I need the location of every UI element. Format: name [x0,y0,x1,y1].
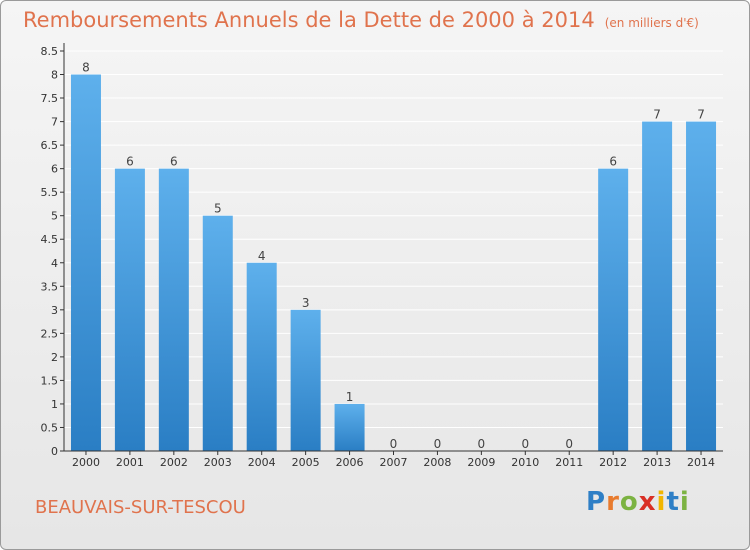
bar-2004 [246,262,277,451]
x-tick-label: 2001 [116,456,144,469]
x-tick-label: 2012 [599,456,627,469]
data-label-2000: 8 [82,61,90,75]
x-tick-label: 2011 [555,456,583,469]
y-tick-labels: 0 0.5 1 1.5 2 2.5 3 3.5 4 4.5 5 5.5 6 6.5 7 7.5 8 8.5 [41,45,59,458]
bars [70,74,717,452]
x-tick-label: 2014 [687,456,715,469]
logo-letter: t [666,487,680,517]
proxiti-logo: Proxiti [586,487,690,517]
bar-2012 [598,168,629,451]
logo-letter: i [656,487,667,517]
title-text: Remboursements Annuels de la Dette de 20… [23,8,595,32]
x-tick-label: 2004 [248,456,276,469]
x-tick-label: 2007 [380,456,408,469]
data-label-2003: 5 [214,202,222,216]
y-tick-label: 2 [51,351,58,364]
logo-letter: x [638,487,657,517]
y-tick-label: 5.5 [41,186,59,199]
unit-note: (en milliers d'€) [604,16,699,30]
data-label-2014: 7 [697,108,705,122]
data-label-2004: 4 [258,249,266,263]
y-tick-label: 4.5 [41,233,59,246]
logo-letter: o [619,487,639,517]
data-label-2010: 0 [521,437,529,451]
y-tick-label: 4 [51,257,58,270]
x-tick-label: 2008 [423,456,451,469]
x-tick-label: 2009 [467,456,495,469]
y-tick-label: 5 [51,210,58,223]
bar-2000 [70,74,101,451]
x-tick-label: 2006 [336,456,364,469]
data-label-2009: 0 [478,437,486,451]
y-tick-label: 3 [51,304,58,317]
logo-letter: r [606,487,620,517]
data-label-2001: 6 [126,155,134,169]
y-tick-label: 0 [51,445,58,458]
data-label-2008: 0 [434,437,442,451]
data-labels: 8 6 6 5 4 3 1 0 0 0 0 0 6 7 7 [82,61,705,451]
y-tick-label: 6 [51,163,58,176]
data-label-2002: 6 [170,155,178,169]
data-label-2006: 1 [346,390,354,404]
x-tick-label: 2005 [292,456,320,469]
y-tick-label: 7.5 [41,92,59,105]
data-label-2013: 7 [653,108,661,122]
bar-2005 [290,309,321,451]
y-tick-label: 3.5 [41,280,59,293]
bar-2001 [114,168,145,451]
logo-letter: P [586,487,607,517]
x-tick-label: 2003 [204,456,232,469]
bar-2014 [686,121,717,452]
x-tick-labels: 2000 2001 2002 2003 2004 2005 2006 2007 2008 2009… [72,456,715,469]
x-tick-label: 2010 [511,456,539,469]
bar-2003 [202,215,233,451]
commune-name: BEAUVAIS-SUR-TESCOU [35,497,246,518]
y-tick-label: 7 [51,116,58,129]
bar-2006 [334,403,365,451]
y-tick-label: 0.5 [41,421,59,434]
bar-2013 [642,121,673,452]
bar-2002 [158,168,189,451]
data-label-2011: 0 [565,437,573,451]
x-tick-label: 2013 [643,456,671,469]
y-tick-label: 8.5 [41,45,59,58]
data-label-2005: 3 [302,296,310,310]
data-label-2007: 0 [390,437,398,451]
x-tick-label: 2002 [160,456,188,469]
y-tick-label: 1 [51,398,58,411]
chart-title: Remboursements Annuels de la Dette de 20… [23,8,699,32]
axes [60,43,723,455]
y-tick-label: 1.5 [41,374,59,387]
y-tick-label: 2.5 [41,327,59,340]
y-tick-label: 6.5 [41,139,59,152]
logo-letter: i [679,487,690,517]
data-label-2012: 6 [609,155,617,169]
x-tick-label: 2000 [72,456,100,469]
y-tick-label: 8 [51,69,58,82]
